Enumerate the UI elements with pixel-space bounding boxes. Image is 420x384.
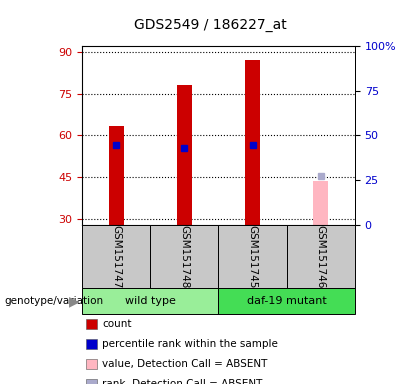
Bar	[313, 181, 328, 225]
Text: rank, Detection Call = ABSENT: rank, Detection Call = ABSENT	[102, 379, 262, 384]
Bar	[108, 126, 123, 225]
Text: GSM151746: GSM151746	[316, 225, 326, 288]
Text: genotype/variation: genotype/variation	[4, 296, 103, 306]
Text: GDS2549 / 186227_at: GDS2549 / 186227_at	[134, 18, 286, 32]
Text: GSM151745: GSM151745	[247, 225, 257, 288]
Text: percentile rank within the sample: percentile rank within the sample	[102, 339, 278, 349]
Text: value, Detection Call = ABSENT: value, Detection Call = ABSENT	[102, 359, 268, 369]
Bar	[177, 85, 192, 225]
Text: daf-19 mutant: daf-19 mutant	[247, 296, 326, 306]
Text: wild type: wild type	[125, 296, 176, 306]
Text: GSM151748: GSM151748	[179, 225, 189, 288]
Text: ▶: ▶	[69, 294, 80, 308]
Text: count: count	[102, 319, 131, 329]
Bar	[245, 60, 260, 225]
Text: GSM151747: GSM151747	[111, 225, 121, 288]
